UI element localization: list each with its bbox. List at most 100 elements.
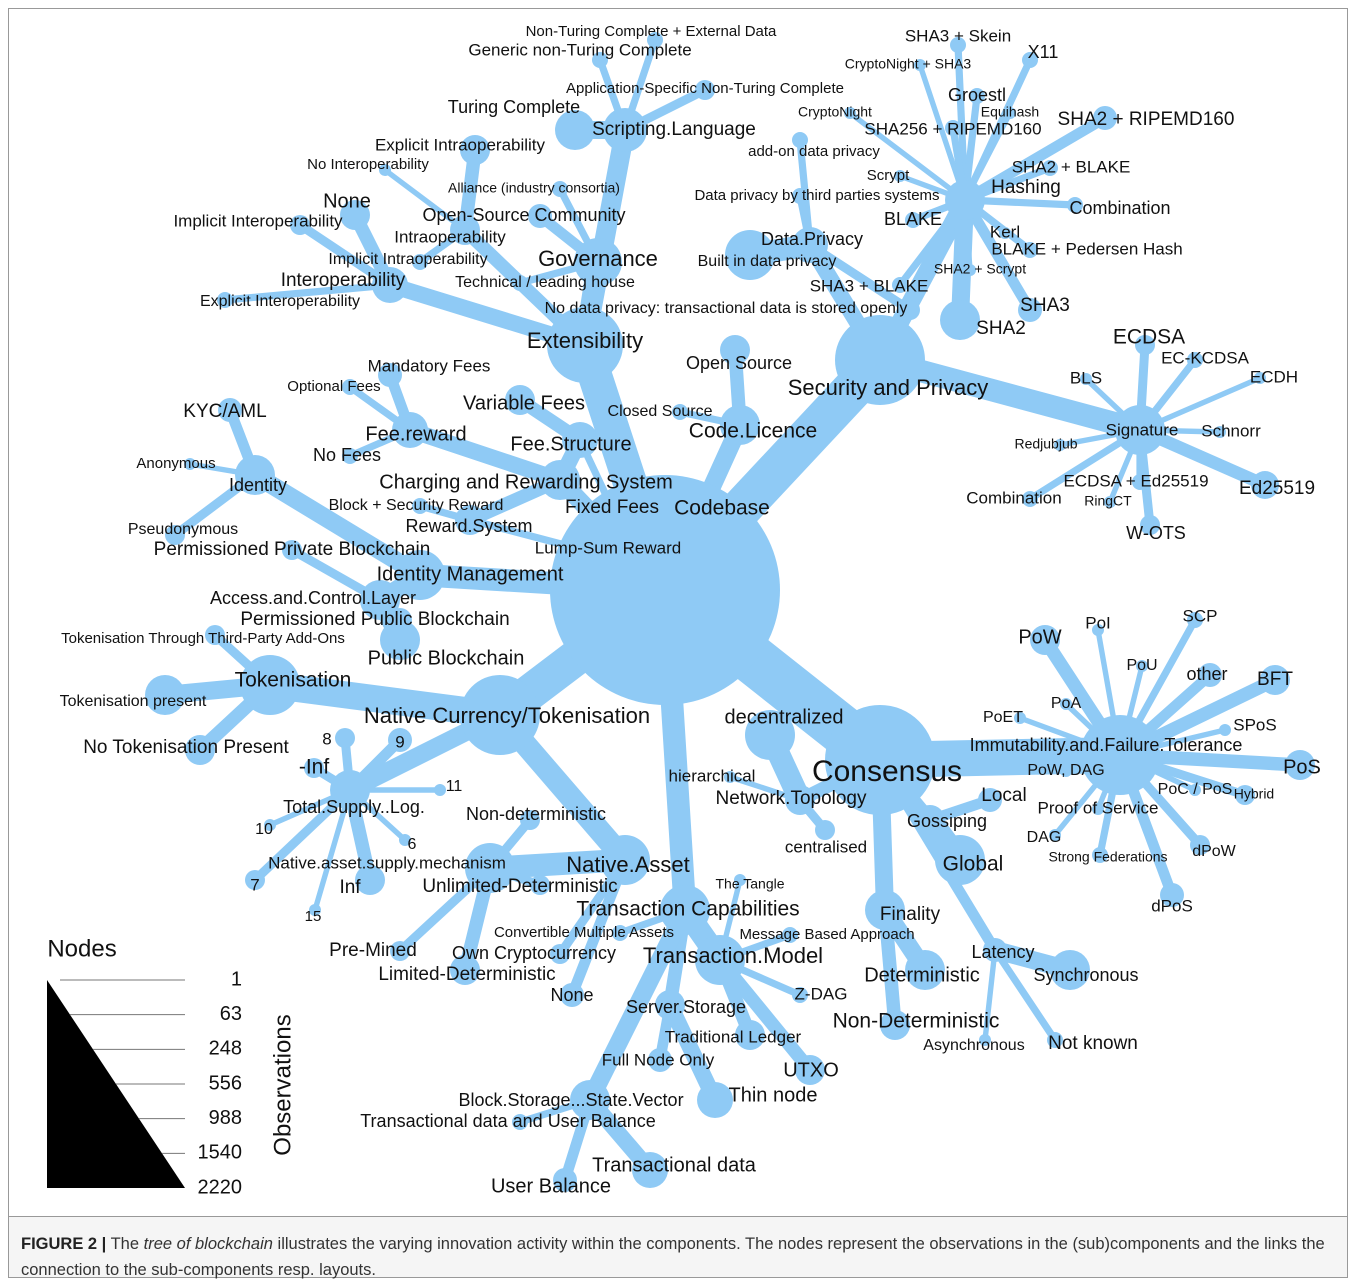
node (355, 865, 385, 895)
node (945, 120, 961, 136)
node (240, 655, 300, 715)
node (1190, 835, 1210, 855)
node (547, 307, 623, 383)
node-label: CryptoNight (798, 104, 872, 120)
node (235, 455, 275, 495)
node-label: Own Cryptocurrency (452, 943, 616, 963)
node-label: Security and Privacy (788, 375, 989, 400)
node-label: Tokenisation Through Third-Party Add-Ons (61, 630, 345, 647)
node-label: 7 (250, 875, 259, 894)
node-label: Total.Supply..Log. (283, 797, 425, 817)
node (795, 1055, 825, 1085)
node (550, 944, 570, 964)
node (342, 379, 358, 395)
node (724, 771, 736, 783)
node (782, 927, 798, 943)
node-label: Built in data privacy (698, 253, 837, 270)
node (1022, 491, 1038, 507)
node (145, 675, 185, 715)
node (455, 505, 485, 535)
node (1092, 847, 1108, 863)
node-label: add-on data privacy (748, 143, 880, 160)
node-label: Pre-Mined (329, 940, 417, 961)
node-label: User Balance (491, 1175, 611, 1197)
node (360, 580, 400, 620)
edge (959, 194, 1036, 316)
node (1135, 335, 1155, 355)
node-label: EC-KCDSA (1161, 348, 1250, 367)
node (245, 870, 265, 890)
node (999, 227, 1011, 239)
node (574, 238, 622, 286)
node (892, 277, 908, 293)
node (905, 950, 945, 990)
node-label: W-OTS (1126, 523, 1186, 543)
node (1092, 803, 1104, 815)
node-label: SHA2 (976, 318, 1026, 339)
node-label: Consensus (812, 755, 962, 788)
node-label: decentralized (725, 706, 844, 728)
node-label: dPoS (1151, 896, 1193, 915)
node-label: Governance (538, 246, 658, 271)
node-label: UTXO (783, 1059, 839, 1081)
node-label: Optional Fees (287, 378, 380, 395)
legend-tick-label: 63 (220, 1003, 242, 1025)
node-label: Open-Source Community (422, 205, 625, 225)
node-label: Scripting.Language (592, 119, 756, 140)
node (450, 215, 480, 245)
node-label: Alliance (industry consortia) (448, 180, 620, 196)
node (205, 625, 225, 645)
node-label: Fixed Fees (565, 497, 659, 518)
legend-tick-label: 556 (209, 1072, 242, 1094)
node-label: PoW, DAG (1027, 762, 1104, 779)
legend: Nodes Observations 1 63 248 556 988 1540 2220 (47, 935, 296, 1198)
node-label: Codebase (674, 497, 770, 520)
node-label: PoI (1085, 613, 1111, 632)
node (530, 875, 550, 895)
node-label: Intraoperability (394, 227, 506, 246)
node (600, 835, 650, 885)
node-label: Identity Management (377, 563, 564, 585)
node (612, 925, 628, 941)
node-label: Signature (1106, 420, 1179, 439)
node (969, 88, 985, 104)
edge (312, 787, 353, 913)
node-label: Transactional data and User Balance (360, 1111, 656, 1131)
legend-tick-label: 988 (209, 1107, 242, 1129)
node-label: Scrypt (867, 167, 910, 184)
node-label: Finality (880, 904, 941, 925)
node-label: Tokenisation present (60, 693, 207, 710)
node (388, 728, 412, 752)
node (434, 784, 446, 796)
node-label: dPoW (1192, 843, 1236, 860)
edge (951, 191, 974, 329)
node (1187, 612, 1203, 628)
node-label: Traditional Ledger (665, 1027, 802, 1046)
node (290, 215, 310, 235)
node (392, 412, 428, 448)
node-label: 15 (305, 908, 322, 925)
node (304, 758, 324, 778)
node-label: PoA (1051, 695, 1082, 712)
node (792, 188, 808, 204)
node (914, 59, 926, 71)
caption: FIGURE 2 | The tree of blockchain illust… (9, 1216, 1347, 1279)
node-label: Gossiping (907, 811, 987, 831)
node-label: ECDH (1250, 367, 1298, 386)
node-label: Block + Security Reward (329, 497, 504, 514)
edge (805, 240, 915, 315)
node-label: DAG (1027, 829, 1062, 846)
node (632, 1152, 668, 1188)
hub-node (550, 475, 780, 705)
node-label: None (323, 190, 371, 212)
node (785, 785, 815, 815)
node-label: None (550, 985, 593, 1005)
node (734, 874, 746, 886)
legend-tick-label: 2220 (198, 1176, 243, 1198)
node (399, 834, 411, 846)
node (512, 275, 528, 291)
node-label: Variable Fees (463, 392, 585, 414)
node-label: KYC/AML (183, 401, 266, 422)
node (604, 500, 620, 516)
